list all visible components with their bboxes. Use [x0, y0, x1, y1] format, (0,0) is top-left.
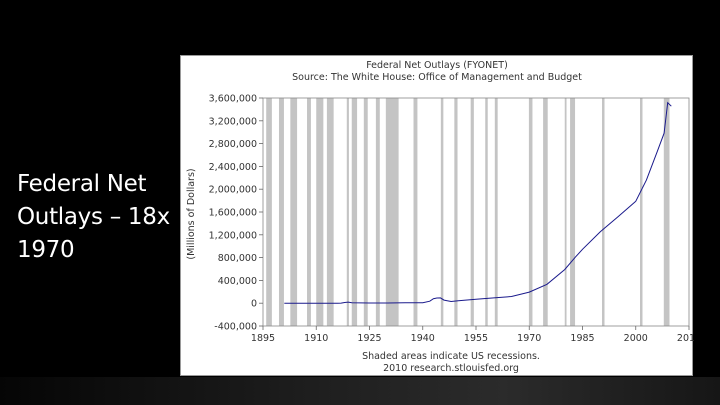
x-tick-label: 1970 — [517, 333, 541, 344]
recession-band-18 — [543, 98, 548, 326]
recession-band-2 — [290, 98, 298, 326]
chart-axes — [259, 97, 690, 330]
x-tick-label: 1955 — [464, 333, 488, 344]
recession-band-13 — [454, 98, 458, 326]
x-tick-label: 1985 — [570, 333, 594, 344]
slide-title: Federal Net Outlays – 18x 1970 — [17, 168, 177, 267]
recession-band-1 — [278, 98, 284, 326]
x-tick-label: 1910 — [304, 333, 328, 344]
y-tick-label: 0 — [251, 299, 257, 310]
y-tick-label: 2,800,000 — [209, 139, 257, 150]
recession-band-23 — [663, 98, 670, 326]
chart-title: Federal Net Outlays (FYONET) — [366, 60, 508, 71]
series-line-0 — [284, 101, 672, 304]
y-tick-label: 2,400,000 — [209, 162, 257, 173]
recession-band-3 — [307, 98, 311, 326]
recession-band-6 — [346, 98, 349, 326]
y-tick-label: 3,200,000 — [209, 116, 257, 127]
recession-band-8 — [363, 98, 368, 326]
recession-band-0 — [266, 98, 272, 326]
recession-band-5 — [326, 98, 334, 326]
y-tick-label: 1,200,000 — [209, 230, 257, 241]
y-tick-label: 2,000,000 — [209, 185, 257, 196]
y-tick-label: 3,600,000 — [209, 94, 257, 105]
recession-band-21 — [602, 98, 605, 326]
recession-band-10 — [385, 98, 399, 326]
recession-band-22 — [640, 98, 643, 326]
chart-subtitle: Source: The White House: Office of Manag… — [292, 72, 582, 83]
recession-band-17 — [528, 98, 533, 326]
recession-bands — [266, 98, 670, 326]
y-tick-label: -400,000 — [214, 322, 257, 333]
tick-labels: -400,000 0 400,000 800,000 1,200,000 1,600,00… — [209, 94, 694, 345]
recession-band-15 — [485, 98, 488, 326]
recession-band-12 — [440, 98, 444, 326]
y-tick-label: 800,000 — [218, 253, 257, 264]
x-tick-label: 1895 — [251, 333, 275, 344]
slide-title-line-2: Outlays – 18x — [17, 204, 170, 230]
slide-title-line-1: Federal Net — [17, 171, 147, 197]
y-tick-label: 1,600,000 — [209, 208, 257, 219]
x-tick-label: 1925 — [357, 333, 381, 344]
recession-band-11 — [413, 98, 418, 326]
slide-bottom-band — [0, 377, 720, 405]
x-tick-label: 2000 — [624, 333, 648, 344]
x-tick-label: 1940 — [411, 333, 435, 344]
chart-footer-source: 2010 research.stlouisfed.org — [383, 363, 519, 374]
chart-svg: Federal Net Outlays (FYONET) Source: The… — [186, 60, 694, 374]
recession-band-9 — [375, 98, 380, 326]
slide-title-line-3: 1970 — [17, 237, 75, 263]
chart-frame: Federal Net Outlays (FYONET) Source: The… — [180, 55, 694, 376]
chart-footer-recessions: Shaded areas indicate US recessions. — [362, 351, 540, 362]
recession-band-7 — [351, 98, 358, 326]
recession-band-20 — [570, 98, 576, 326]
recession-band-4 — [316, 98, 324, 326]
recession-band-16 — [494, 98, 498, 326]
series-layer — [284, 101, 672, 304]
y-tick-label: 400,000 — [218, 276, 257, 287]
x-tick-label: 2015 — [677, 333, 694, 344]
recession-band-19 — [564, 98, 567, 326]
y-axis-label: (Millions of Dollars) — [186, 168, 197, 259]
recession-band-14 — [470, 98, 474, 326]
